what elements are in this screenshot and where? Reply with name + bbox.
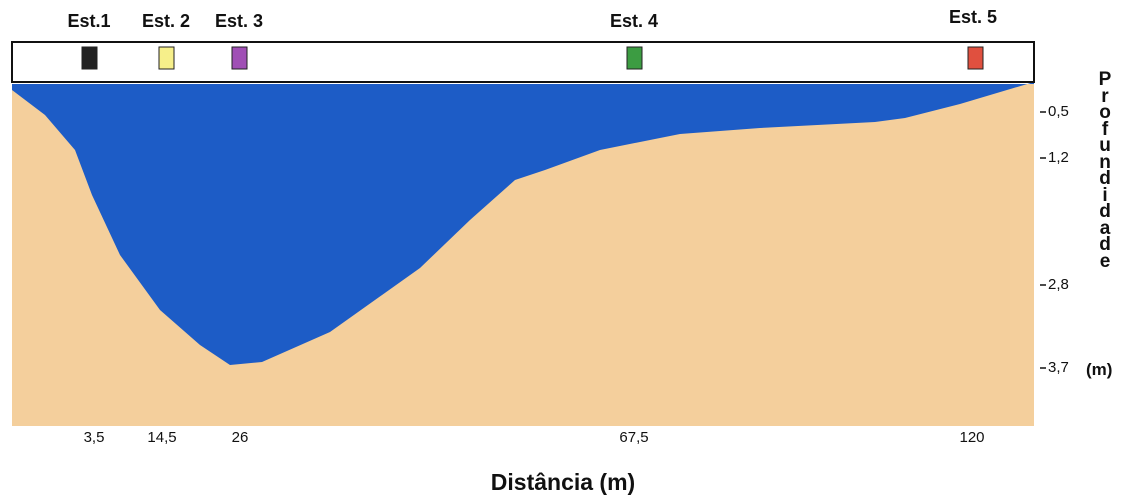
station-marker xyxy=(627,47,642,69)
y-axis-unit: (m) xyxy=(1086,360,1112,380)
y-tick-label: 2,8 xyxy=(1048,276,1069,293)
page: Distância (m) Est.1 Est. 2 Est. 3 Est. 4 Est… xyxy=(0,0,1135,502)
y-tick-label: 3,7 xyxy=(1048,359,1069,376)
y-tick-label: 0,5 xyxy=(1048,103,1069,120)
y-axis-title: Profundidade xyxy=(1097,72,1113,270)
station-marker xyxy=(82,47,97,69)
station-label: Est. 3 xyxy=(215,11,263,31)
station-label: Est.1 xyxy=(67,11,110,31)
station-marker xyxy=(232,47,247,69)
x-tick-label: 67,5 xyxy=(619,429,648,446)
x-tick-label: 3,5 xyxy=(84,429,105,446)
y-tick-label: 1,2 xyxy=(1048,149,1069,166)
station-label: Est. 2 xyxy=(142,11,190,31)
x-axis-title: Distância (m) xyxy=(491,469,635,495)
station-marker xyxy=(159,47,174,69)
station-marker xyxy=(968,47,983,69)
station-label: Est. 5 xyxy=(949,7,997,27)
x-tick-label: 120 xyxy=(959,429,984,446)
station-label: Est. 4 xyxy=(610,11,658,31)
diagram: Distância (m) Est.1 Est. 2 Est. 3 Est. 4 Est… xyxy=(0,0,1135,502)
x-tick-label: 26 xyxy=(232,429,249,446)
x-tick-label: 14,5 xyxy=(147,429,176,446)
